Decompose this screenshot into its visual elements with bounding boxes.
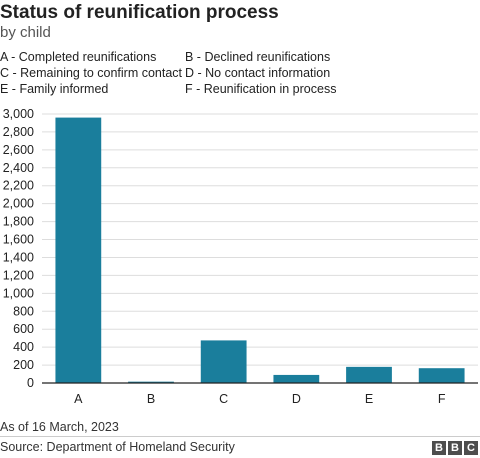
y-tick-label: 3,000: [3, 107, 34, 121]
bar-a: [55, 117, 102, 383]
y-tick-label: 2,200: [3, 179, 34, 193]
legend: A - Completed reunifications B - Decline…: [0, 50, 480, 100]
y-tick-label: 800: [13, 304, 34, 318]
bar-c: [200, 340, 247, 383]
y-tick-label: 2,400: [3, 161, 34, 175]
x-tick-label: F: [438, 392, 446, 406]
y-tick-label: 400: [13, 340, 34, 354]
x-tick-label: B: [147, 392, 155, 406]
bbc-logo-letter: B: [432, 441, 446, 455]
legend-item-f: F - Reunification in process: [185, 82, 337, 96]
y-tick-label: 1,400: [3, 250, 34, 264]
bar-d: [273, 374, 320, 383]
bbc-logo-letter: C: [464, 441, 478, 455]
bar-b: [128, 381, 174, 383]
y-tick-label: 200: [13, 358, 34, 372]
y-tick-label: 1,600: [3, 233, 34, 247]
legend-item-b: B - Declined reunifications: [185, 50, 331, 64]
y-tick-label: 1,800: [3, 215, 34, 229]
y-tick-label: 2,000: [3, 197, 34, 211]
x-tick-label: E: [365, 392, 373, 406]
y-tick-label: 600: [13, 322, 34, 336]
source-text: Source: Department of Homeland Security: [0, 440, 235, 454]
legend-item-e: E - Family informed: [0, 82, 109, 96]
bar-f: [418, 368, 465, 383]
x-tick-label: D: [292, 392, 301, 406]
y-tick-label: 0: [27, 376, 34, 390]
bbc-logo: B B C: [432, 441, 478, 455]
legend-item-c: C - Remaining to confirm contact: [0, 66, 183, 80]
chart-title: Status of reunification process: [0, 2, 279, 23]
x-tick-label: A: [74, 392, 83, 406]
bbc-logo-letter: B: [448, 441, 462, 455]
source-divider: [0, 436, 480, 437]
legend-item-d: D - No contact information: [185, 66, 331, 80]
bar-e: [346, 366, 392, 383]
bar-chart: 0 200 400 600 800 1,000 1,200 1,400 1,600 1,800 2,…: [3, 107, 478, 406]
legend-item-a: A - Completed reunifications: [0, 50, 157, 64]
y-tick-label: 2,800: [3, 125, 34, 139]
y-tick-label: 1,200: [3, 268, 34, 282]
chart-subtitle: by child: [0, 24, 51, 41]
y-tick-label: 2,600: [3, 143, 34, 157]
date-note: As of 16 March, 2023: [0, 420, 119, 434]
x-tick-label: C: [219, 392, 228, 406]
y-tick-label: 1,000: [3, 286, 34, 300]
